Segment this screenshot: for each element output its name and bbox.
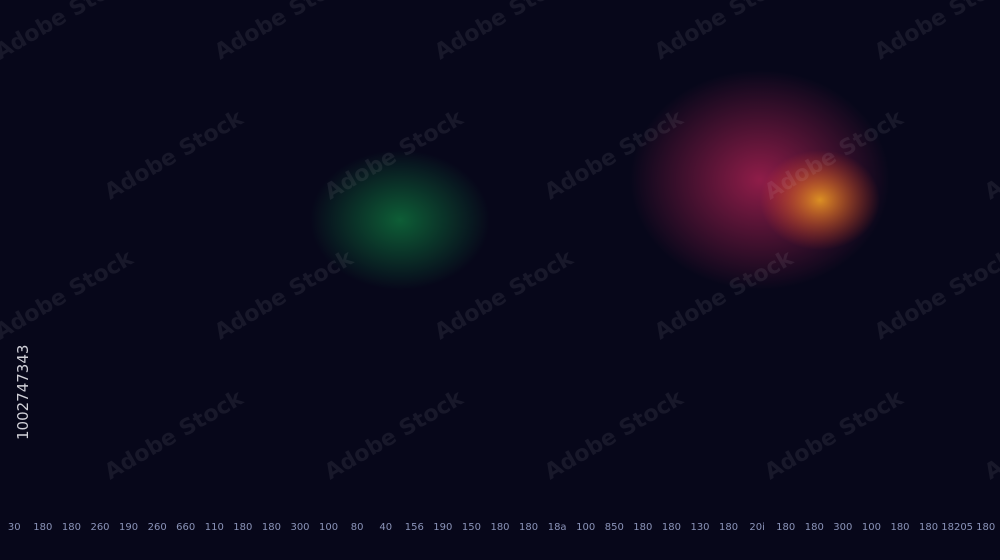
glow <box>310 150 490 290</box>
image-id: 1002747343 <box>14 345 32 440</box>
x-tick-label: 180 <box>719 522 738 533</box>
x-tick-label: 156 <box>405 522 424 533</box>
x-tick-label: 180 <box>805 522 824 533</box>
x-tick-label: 180 <box>662 522 681 533</box>
x-tick-label: 180 <box>519 522 538 533</box>
x-tick-label: 80 <box>351 522 364 533</box>
x-tick-label: 300 <box>833 522 852 533</box>
x-tick-label: 180 <box>62 522 81 533</box>
x-tick-label: 300 <box>290 522 309 533</box>
x-tick-label: 180 <box>890 522 909 533</box>
x-tick-label: 18a <box>548 522 567 533</box>
glow <box>760 150 880 250</box>
x-tick-label: 180 <box>633 522 652 533</box>
x-tick-label: 180 <box>919 522 938 533</box>
x-tick-label: 30 <box>8 522 21 533</box>
x-tick-label: 850 <box>605 522 624 533</box>
x-tick-label: 180 <box>490 522 509 533</box>
x-tick-label: 40 <box>379 522 392 533</box>
x-tick-label: 100 <box>576 522 595 533</box>
x-tick-label: 180 <box>262 522 281 533</box>
x-tick-label: 660 <box>176 522 195 533</box>
x-tick-label: 180 <box>776 522 795 533</box>
x-tick-label: 180 <box>233 522 252 533</box>
x-tick-label: 190 <box>119 522 138 533</box>
x-tick-label: 150 <box>462 522 481 533</box>
x-tick-label: 100 <box>319 522 338 533</box>
x-tick-label: 180 <box>976 522 995 533</box>
x-tick-label: 18205 <box>941 522 973 533</box>
x-tick-label: 260 <box>148 522 167 533</box>
x-tick-label: 260 <box>90 522 109 533</box>
x-tick-label: 190 <box>433 522 452 533</box>
x-tick-label: 110 <box>205 522 224 533</box>
x-tick-label: 130 <box>690 522 709 533</box>
x-tick-label: 180 <box>33 522 52 533</box>
x-tick-label: 100 <box>862 522 881 533</box>
x-tick-label: 20i <box>749 522 765 533</box>
